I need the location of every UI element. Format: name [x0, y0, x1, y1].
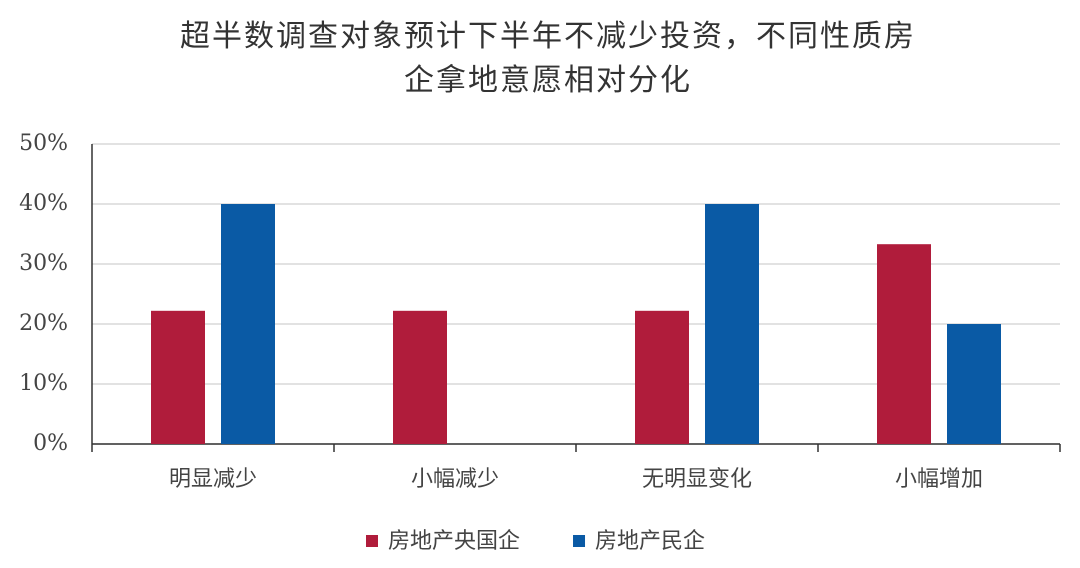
y-tick-label: 0%	[33, 431, 68, 456]
chart-title: 企拿地意愿相对分化	[404, 63, 692, 98]
bar	[877, 244, 931, 444]
y-tick-label: 40%	[19, 191, 68, 216]
legend-label: 房地产央国企	[388, 529, 520, 554]
x-tick-label: 小幅减少	[411, 467, 499, 492]
y-tick-label: 10%	[19, 371, 68, 396]
x-tick-label: 明显减少	[169, 467, 257, 492]
bar	[635, 310, 689, 444]
bar	[393, 310, 447, 444]
y-tick-label: 30%	[19, 251, 68, 276]
chart-title: 超半数调查对象预计下半年不减少投资，不同性质房	[180, 19, 916, 54]
legend-swatch	[573, 535, 586, 547]
bar	[705, 204, 759, 444]
y-tick-label: 20%	[19, 311, 68, 336]
bar	[947, 324, 1001, 444]
x-tick-label: 无明显变化	[642, 467, 752, 492]
y-tick-label: 50%	[19, 131, 68, 156]
legend-swatch	[366, 535, 378, 547]
bar	[221, 204, 275, 444]
legend-label: 房地产民企	[595, 529, 705, 554]
x-tick-label: 小幅增加	[895, 467, 983, 492]
bar	[151, 310, 205, 444]
